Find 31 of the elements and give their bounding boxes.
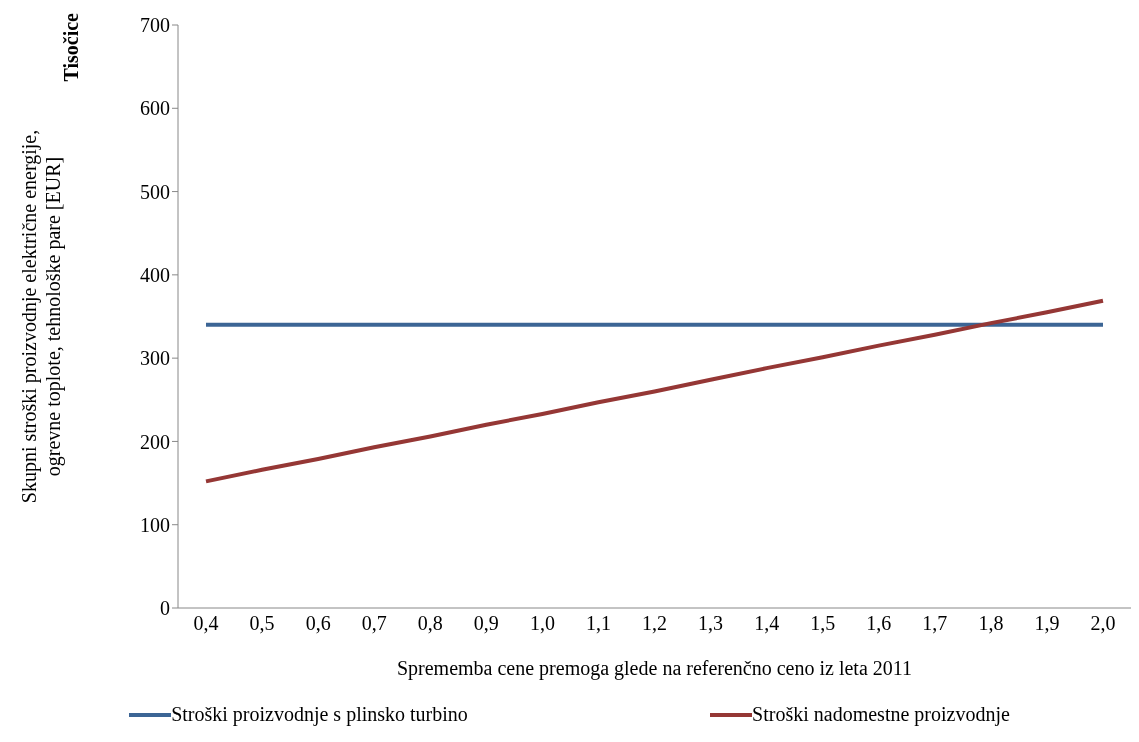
y-tick-label: 0: [160, 597, 170, 620]
x-tick-label: 1,2: [642, 612, 667, 635]
x-tick-label: 0,7: [361, 612, 387, 635]
legend-label: Stroški proizvodnje s plinsko turbino: [171, 703, 468, 726]
line-series: [204, 298, 1105, 484]
x-tick-label: 1,8: [978, 612, 1004, 635]
x-tick-label: 1,9: [1034, 612, 1060, 635]
x-tick-label: 0,9: [473, 612, 499, 635]
x-tick-label: 1,4: [754, 612, 780, 635]
y-tick-label: 600: [140, 97, 170, 120]
x-tick-label: 0,5: [249, 612, 275, 635]
x-tick-label: 1,7: [922, 612, 948, 635]
x-tick-label: 1,1: [585, 612, 611, 635]
y-tick-label: 100: [140, 513, 170, 536]
y-tick-label: 300: [140, 347, 170, 370]
x-tick-label: 0,4: [193, 612, 219, 635]
x-tick-label: 1,3: [698, 612, 724, 635]
x-tick-label: 1,6: [866, 612, 892, 635]
text: Tisočice: [60, 12, 82, 82]
y-tick-label: 400: [140, 263, 170, 286]
y-axis-title: Skupni stroški proizvodnje električne energije, ogrevne toplote, tehnološke pare [EUR]: [18, 129, 65, 504]
y-tick-label: 200: [140, 430, 170, 453]
y-tick-label: 500: [140, 180, 170, 203]
x-tick-label: 2,0: [1090, 612, 1116, 635]
y-tick-label: 700: [140, 14, 170, 37]
x-tick-label: 1,5: [810, 612, 836, 635]
x-tick-label: 1,0: [529, 612, 555, 635]
x-axis-title: Sprememba cene premoga glede na referenčno ceno iz leta 2011: [396, 657, 913, 680]
x-tick-label: 0,8: [417, 612, 443, 635]
legend-label: Stroški nadomestne proizvodnje: [752, 703, 1010, 726]
x-tick-label: 0,6: [305, 612, 331, 635]
